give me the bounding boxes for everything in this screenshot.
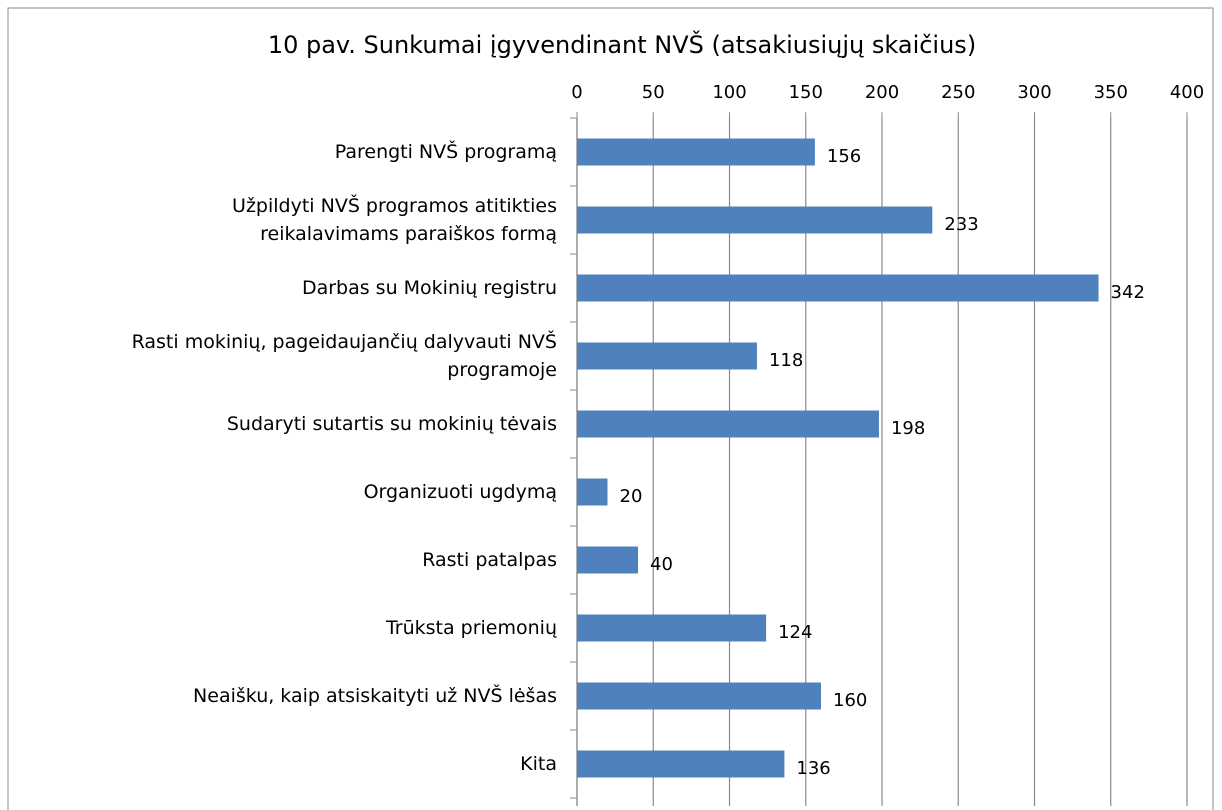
y-tick-label: Darbas su Mokinių registru bbox=[301, 277, 557, 299]
value-label: 136 bbox=[796, 758, 830, 779]
x-tick-label: 250 bbox=[941, 82, 975, 103]
x-tick-label: 150 bbox=[789, 82, 823, 103]
x-tick-label: 100 bbox=[712, 82, 746, 103]
value-label: 156 bbox=[827, 146, 861, 167]
bar bbox=[577, 206, 933, 234]
value-label: 124 bbox=[778, 622, 812, 643]
x-tick-label: 0 bbox=[571, 82, 582, 103]
x-tick-label: 350 bbox=[1094, 82, 1128, 103]
y-tick-label: Sudaryti sutartis su mokinių tėvais bbox=[226, 413, 557, 435]
bar bbox=[577, 614, 767, 642]
chart-title: 10 pav. Sunkumai įgyvendinant NVŠ (atsak… bbox=[268, 29, 976, 59]
bar bbox=[577, 546, 638, 574]
bar bbox=[577, 342, 757, 370]
bar bbox=[577, 478, 608, 506]
bar bbox=[577, 274, 1099, 302]
bar bbox=[577, 682, 821, 710]
x-tick-label: 300 bbox=[1017, 82, 1051, 103]
value-label: 233 bbox=[944, 214, 978, 235]
x-tick-label: 50 bbox=[642, 82, 665, 103]
y-tick-label: Rasti mokinių, pageidaujančių dalyvauti … bbox=[131, 331, 557, 381]
bar bbox=[577, 750, 785, 778]
y-tick-label: Parengti NVŠ programą bbox=[334, 141, 557, 163]
y-tick-label: Organizuoti ugdymą bbox=[363, 481, 557, 503]
y-tick-label: Trūksta priemonių bbox=[385, 617, 557, 639]
value-label: 118 bbox=[769, 350, 803, 371]
value-label: 342 bbox=[1111, 282, 1145, 303]
value-label: 20 bbox=[620, 486, 643, 507]
y-tick-label: Kita bbox=[520, 753, 557, 775]
value-label: 40 bbox=[650, 554, 673, 575]
bar bbox=[577, 410, 879, 438]
x-tick-label: 200 bbox=[865, 82, 899, 103]
y-tick-label: Rasti patalpas bbox=[422, 549, 557, 571]
x-tick-label: 400 bbox=[1170, 82, 1204, 103]
value-label: 198 bbox=[891, 418, 925, 439]
value-label: 160 bbox=[833, 690, 867, 711]
y-tick-label: Neaišku, kaip atsiskaityti už NVŠ lėšas bbox=[193, 685, 557, 707]
frame bbox=[7, 7, 1214, 810]
y-tick-label: Užpildyti NVŠ programos atitikties reika… bbox=[232, 195, 557, 245]
bar bbox=[577, 138, 815, 166]
